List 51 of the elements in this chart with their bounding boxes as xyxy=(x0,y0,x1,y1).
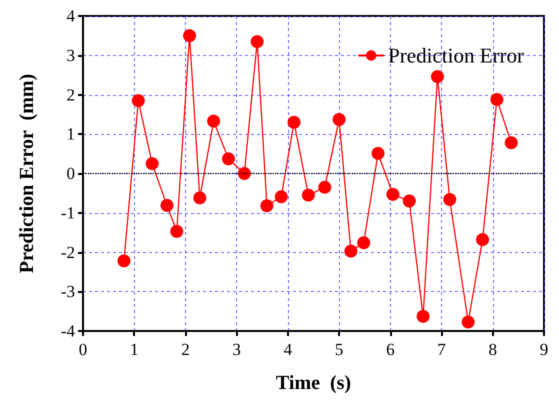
point xyxy=(274,190,288,204)
point xyxy=(183,29,196,42)
point xyxy=(402,194,416,208)
point xyxy=(430,70,444,84)
y-axis-title: Prediction Error (mm) xyxy=(16,74,38,274)
y-tick-label: 4 xyxy=(66,6,76,26)
point xyxy=(318,180,332,194)
y-tick-label: -4 xyxy=(60,322,76,340)
point xyxy=(443,192,456,206)
point xyxy=(416,310,430,323)
point xyxy=(332,113,346,126)
point xyxy=(386,188,400,201)
x-tick-label: 4 xyxy=(284,340,293,359)
point xyxy=(302,188,315,202)
point xyxy=(146,157,159,170)
point xyxy=(160,198,174,212)
point xyxy=(490,92,504,106)
y-tick-label: 3 xyxy=(66,46,75,65)
point xyxy=(504,136,518,150)
x-axis-title: Time (s) xyxy=(276,372,352,394)
point xyxy=(462,315,475,328)
point xyxy=(132,94,145,108)
point xyxy=(372,146,385,160)
y-tick-label: -2 xyxy=(60,242,75,262)
legend-label: Prediction Error xyxy=(388,44,524,68)
x-tick-label: 8 xyxy=(488,340,498,359)
point xyxy=(260,199,274,212)
x-tick-label: 3 xyxy=(232,340,241,359)
point xyxy=(344,244,358,258)
x-tick-label: 9 xyxy=(540,340,548,359)
point xyxy=(207,114,220,128)
point xyxy=(222,152,235,166)
point xyxy=(238,167,251,180)
point xyxy=(170,224,184,238)
x-tick-label: 7 xyxy=(437,340,446,359)
point xyxy=(117,254,130,268)
x-tick-label: 5 xyxy=(334,340,344,359)
y-tick-label: -3 xyxy=(60,282,75,302)
point xyxy=(476,233,490,246)
point xyxy=(250,35,264,48)
x-tick-label: 6 xyxy=(386,340,395,359)
x-tick-label: 1 xyxy=(130,340,138,359)
y-tick-label: -1 xyxy=(60,203,75,222)
point xyxy=(288,116,301,129)
x-tick-label: 2 xyxy=(181,340,190,359)
point xyxy=(193,191,206,204)
y-tick-label: 1 xyxy=(66,124,75,144)
y-tick-label: 2 xyxy=(66,85,75,104)
x-tick-label: 0 xyxy=(78,340,88,359)
point xyxy=(357,236,370,250)
y-tick-label: 0 xyxy=(66,164,75,183)
